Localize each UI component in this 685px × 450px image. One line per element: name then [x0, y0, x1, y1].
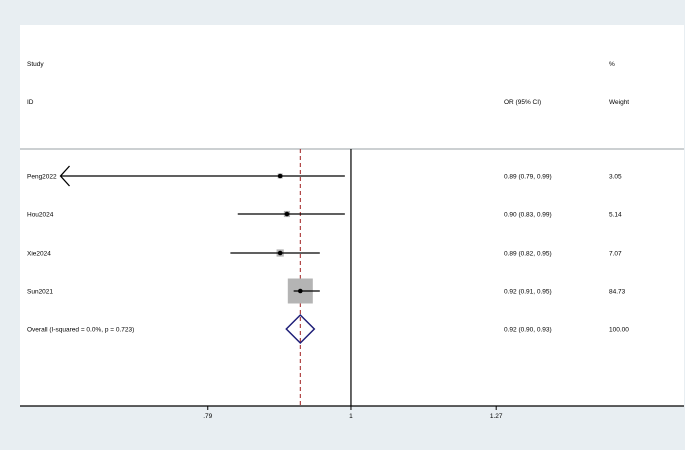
x-tick-label: .79: [203, 413, 212, 420]
study-ci-text: 0.90 (0.83, 0.99): [504, 212, 552, 219]
point-estimate: [284, 211, 290, 217]
or-ci-header: OR (95% CI): [504, 99, 541, 106]
x-axis: .79 1 1.27: [20, 405, 684, 420]
overall-weight-text: 100.00: [609, 327, 629, 334]
study-weight-text: 5.14: [609, 212, 622, 219]
x-tick-label: 1.27: [490, 413, 503, 420]
point-estimate: [277, 250, 283, 256]
point-estimate: [277, 173, 283, 179]
study-ci-text: 0.89 (0.82, 0.95): [504, 251, 552, 258]
percent-header: %: [609, 61, 615, 68]
study-weight-text: 84.73: [609, 289, 626, 296]
study-header: Study: [27, 61, 44, 68]
study-name: Sun2021: [27, 289, 53, 296]
plot-panel: [20, 25, 684, 406]
study-weight-text: 7.07: [609, 251, 622, 258]
study-rows: Peng2022 0.89 (0.79, 0.99) 3.05 Hou2024 0.90…: [27, 149, 629, 406]
study-name: Hou2024: [27, 212, 54, 219]
weight-header: Weight: [609, 99, 629, 106]
id-header: ID: [27, 99, 34, 106]
study-name: Peng2022: [27, 174, 57, 181]
overall-label: Overall (I-squared = 0.0%, p = 0.723): [27, 327, 134, 334]
ci-arrow: [59, 165, 71, 187]
study-name: Xie2024: [27, 251, 51, 258]
study-weight-text: 3.05: [609, 174, 622, 181]
point-estimate: [298, 288, 303, 294]
overall-ci-text: 0.92 (0.90, 0.93): [504, 327, 552, 334]
overall-diamond: [285, 313, 316, 345]
study-ci-text: 0.92 (0.91, 0.95): [504, 289, 552, 296]
x-tick-label: 1: [349, 413, 353, 420]
study-ci-text: 0.89 (0.79, 0.99): [504, 174, 552, 181]
